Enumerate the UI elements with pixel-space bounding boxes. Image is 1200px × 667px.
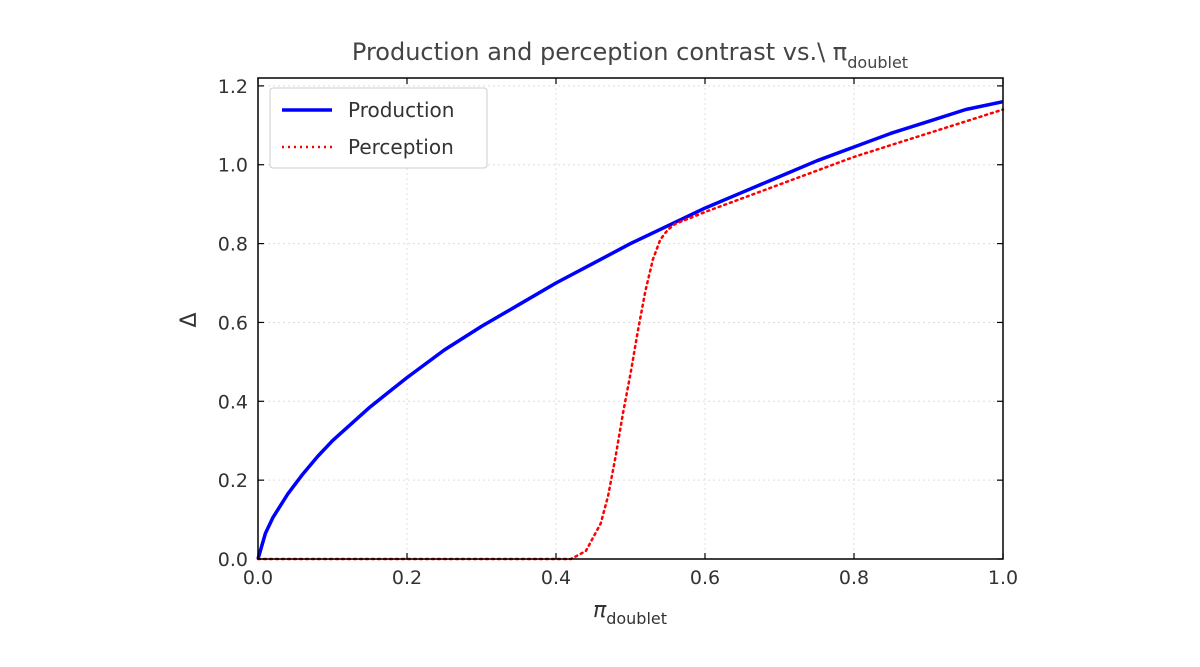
legend: Production Perception bbox=[269, 87, 488, 169]
y-tick-label: 0.4 bbox=[218, 391, 248, 413]
x-tick-label: 1.0 bbox=[988, 567, 1018, 589]
x-tick-label: 0.8 bbox=[839, 567, 869, 589]
y-tick-label: 1.0 bbox=[218, 155, 248, 177]
y-tick-label: 0.8 bbox=[218, 234, 248, 256]
x-tick-label: 0.6 bbox=[690, 567, 720, 589]
y-tick-label: 0.6 bbox=[218, 312, 248, 334]
series-line-perception bbox=[256, 108, 1005, 561]
y-axis-label: Δ bbox=[177, 312, 202, 327]
chart-title: Production and perception contrast vs.\ … bbox=[352, 38, 908, 72]
series-group bbox=[256, 99, 1005, 561]
x-axis-label-subscript: doublet bbox=[606, 609, 667, 628]
x-tick-label: 0.4 bbox=[541, 567, 571, 589]
x-tick-label: 0.2 bbox=[392, 567, 422, 589]
legend-label-perception: Perception bbox=[348, 135, 454, 159]
y-tick-label: 1.2 bbox=[218, 76, 248, 98]
x-axis-label: πdoublet bbox=[593, 598, 667, 628]
ticks: 0.0 0.2 0.4 0.6 0.8 1.0 0.0 0.2 0.4 0.6 0.8 1.0 1.2 bbox=[218, 76, 1018, 589]
y-tick-label: 0.2 bbox=[218, 470, 248, 492]
legend-label-production: Production bbox=[348, 98, 454, 122]
plot-frame bbox=[257, 77, 1004, 560]
y-tick-label: 0.0 bbox=[218, 549, 248, 571]
x-axis-label-main: π bbox=[593, 598, 607, 623]
x-tick-label: 0.0 bbox=[243, 567, 273, 589]
chart-title-subscript: doublet bbox=[847, 53, 908, 72]
chart-title-main: Production and perception contrast vs.\ … bbox=[352, 38, 847, 66]
series-line-production bbox=[256, 99, 1004, 560]
